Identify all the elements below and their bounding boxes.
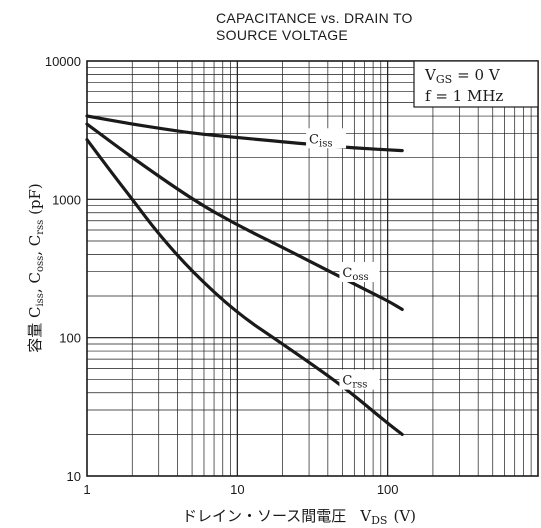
series-group: Ciss Coss Crss (85, 114, 404, 436)
x-tick-label: 1 (83, 482, 90, 497)
condition-vgs: VGS = 0 V (424, 66, 501, 86)
condition-frequency: f = 1 MHz (425, 87, 503, 105)
y-tick-label: 100 (59, 331, 81, 346)
y-axis-label: 容量 Ciss, Coss, Crss (pF) (26, 183, 46, 353)
y-tick-label: 10 (67, 469, 81, 484)
y-tick-label: 10000 (45, 54, 81, 69)
series-label-oss: Coss (342, 266, 368, 283)
series-label-iss: Ciss (309, 132, 332, 149)
conditions-box: VGS = 0 V f = 1 MHz (413, 60, 539, 108)
series-label-bg-iss (306, 128, 347, 149)
x-tick-label: 100 (377, 482, 399, 497)
plot-frame (86, 60, 539, 477)
series-line-oss (85, 122, 404, 311)
x-axis-label: ドレイン・ソース間電圧 VDS (V) (182, 507, 416, 527)
series-line-rss (85, 138, 404, 436)
chart-title-line-2: SOURCE VOLTAGE (216, 27, 349, 43)
series-label-bg-oss (339, 261, 380, 282)
series-label-rss: Crss (342, 374, 367, 391)
chart-title: CAPACITANCE vs. DRAIN TO SOURCE VOLTAGE (216, 10, 413, 44)
grid-lines (87, 61, 538, 476)
series-label-bg-rss (339, 369, 380, 390)
chart-title-line-1: CAPACITANCE vs. DRAIN TO (216, 10, 413, 26)
x-tick-label: 10 (230, 482, 244, 497)
conditions-box-frame (413, 60, 539, 108)
y-tick-label: 1000 (52, 192, 81, 207)
